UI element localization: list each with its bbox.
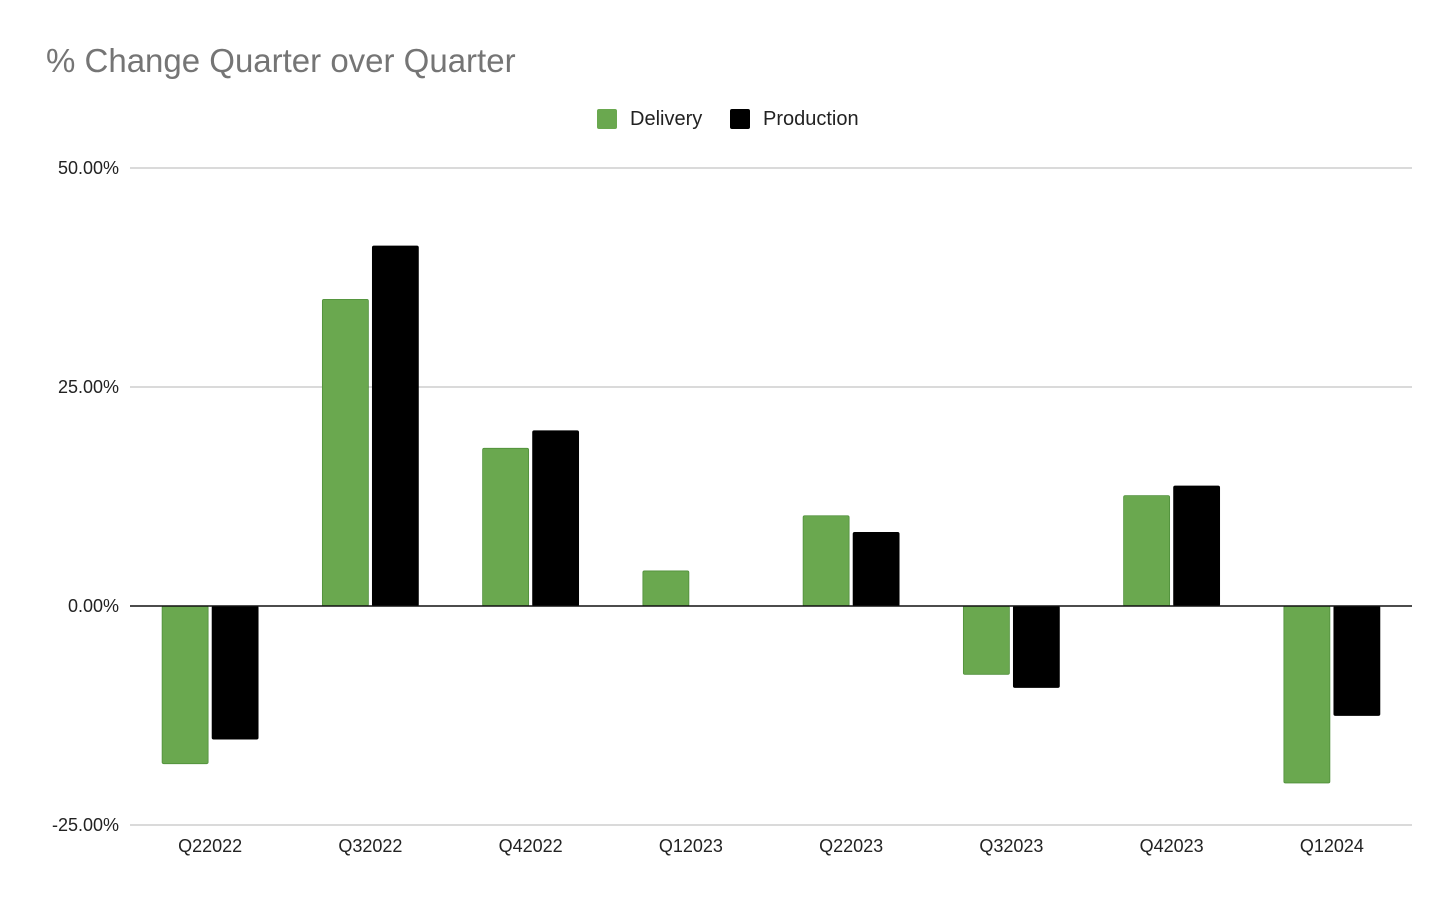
bar-delivery-q12024 xyxy=(1283,605,1331,784)
y-axis-ticks: 50.00% 25.00% 0.00% -25.00% xyxy=(52,158,119,835)
bar-delivery-q42022 xyxy=(482,447,530,607)
legend-label-production: Production xyxy=(763,108,859,130)
bar-production-q42023 xyxy=(1173,485,1221,607)
x-tick-label: Q32022 xyxy=(338,836,402,856)
bar-production-q32023 xyxy=(1012,605,1060,688)
bar-delivery-q12023 xyxy=(642,570,690,607)
x-tick-label: Q22022 xyxy=(178,836,242,856)
bar-delivery-q32023 xyxy=(962,605,1010,675)
bar-production-q12024 xyxy=(1333,605,1381,716)
y-tick-label: 0.00% xyxy=(68,596,119,616)
bar-production-q22022 xyxy=(211,605,259,740)
bars xyxy=(161,245,1381,784)
y-tick-label: -25.00% xyxy=(52,815,119,835)
legend-swatch-delivery xyxy=(597,109,617,129)
bar-delivery-q42023 xyxy=(1123,495,1171,607)
y-tick-label: 25.00% xyxy=(58,377,119,397)
x-axis-ticks: Q22022 Q32022 Q42022 Q12023 Q22023 Q32023 Q420… xyxy=(178,836,1364,856)
bar-delivery-q22022 xyxy=(161,605,209,765)
legend: Delivery Production xyxy=(597,108,859,130)
y-tick-label: 50.00% xyxy=(58,158,119,178)
bar-production-q32022 xyxy=(371,245,419,607)
x-tick-label: Q12024 xyxy=(1300,836,1364,856)
chart-title: % Change Quarter over Quarter xyxy=(46,42,516,79)
x-tick-label: Q12023 xyxy=(659,836,723,856)
x-tick-label: Q42022 xyxy=(499,836,563,856)
bar-production-q42022 xyxy=(532,430,580,607)
x-tick-label: Q22023 xyxy=(819,836,883,856)
x-tick-label: Q42023 xyxy=(1140,836,1204,856)
legend-label-delivery: Delivery xyxy=(630,108,702,130)
bar-delivery-q32022 xyxy=(321,298,369,607)
bar-production-q22023 xyxy=(852,532,900,607)
x-tick-label: Q32023 xyxy=(979,836,1043,856)
legend-swatch-production xyxy=(730,109,750,129)
bar-delivery-q22023 xyxy=(802,515,850,607)
